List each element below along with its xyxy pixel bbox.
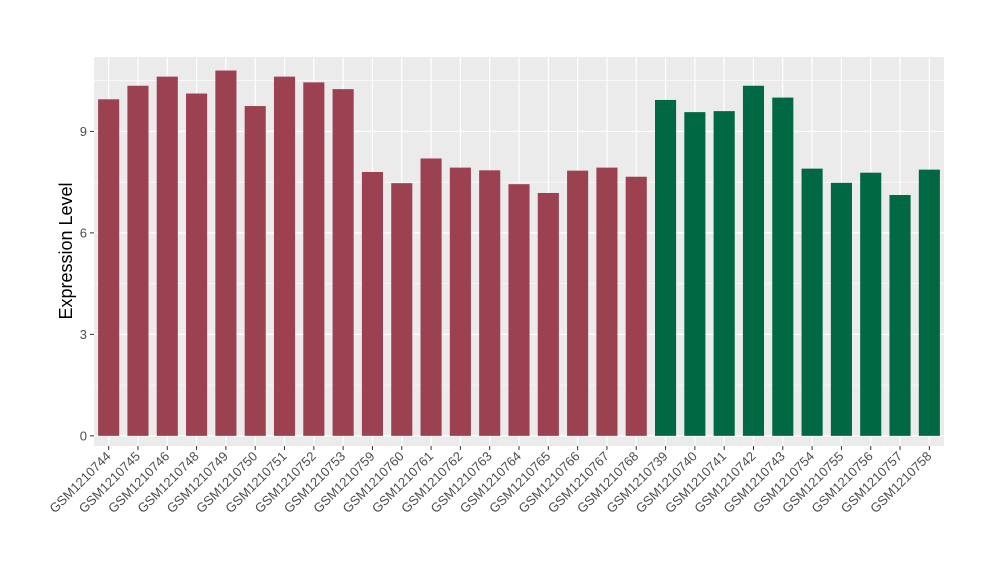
bar-GSM1210765: [537, 192, 559, 436]
bar-GSM1210768: [625, 176, 647, 436]
y-axis: 0 3 6 9: [80, 124, 94, 443]
bar-GSM1210759: [361, 172, 383, 436]
bar-GSM1210745: [127, 85, 149, 436]
bar-GSM1210761: [420, 158, 442, 436]
y-axis-title: Expression Level: [56, 182, 76, 319]
bar-GSM1210754: [801, 168, 823, 436]
bar-GSM1210762: [449, 167, 471, 436]
bars-layer: [98, 70, 940, 436]
bar-GSM1210751: [273, 76, 296, 436]
bar-GSM1210739: [655, 99, 677, 436]
bar-GSM1210742: [742, 85, 765, 436]
bar-GSM1210767: [596, 167, 618, 436]
bar-GSM1210758: [918, 169, 940, 436]
bar-GSM1210746: [156, 76, 178, 436]
bar-GSM1210743: [772, 97, 794, 436]
bar-GSM1210757: [889, 195, 911, 436]
bar-GSM1210748: [186, 93, 208, 436]
y-tick-label: 3: [80, 327, 87, 342]
bar-GSM1210763: [479, 170, 501, 436]
bar-GSM1210744: [98, 99, 120, 436]
bar-GSM1210756: [860, 172, 882, 436]
bar-GSM1210749: [215, 70, 237, 436]
bar-GSM1210750: [244, 106, 266, 436]
bar-GSM1210741: [713, 111, 735, 436]
bar-GSM1210753: [332, 89, 354, 436]
x-axis: GSM1210744GSM1210745GSM1210746GSM1210748…: [46, 446, 934, 516]
bar-GSM1210752: [303, 82, 325, 436]
bar-GSM1210760: [391, 183, 413, 436]
y-tick-label: 0: [80, 428, 87, 443]
bar-GSM1210766: [567, 170, 589, 436]
bar-GSM1210755: [830, 182, 852, 436]
y-tick-label: 6: [80, 225, 87, 240]
bar-GSM1210740: [684, 112, 706, 436]
y-tick-label: 9: [80, 124, 87, 139]
bar-GSM1210764: [508, 184, 530, 436]
